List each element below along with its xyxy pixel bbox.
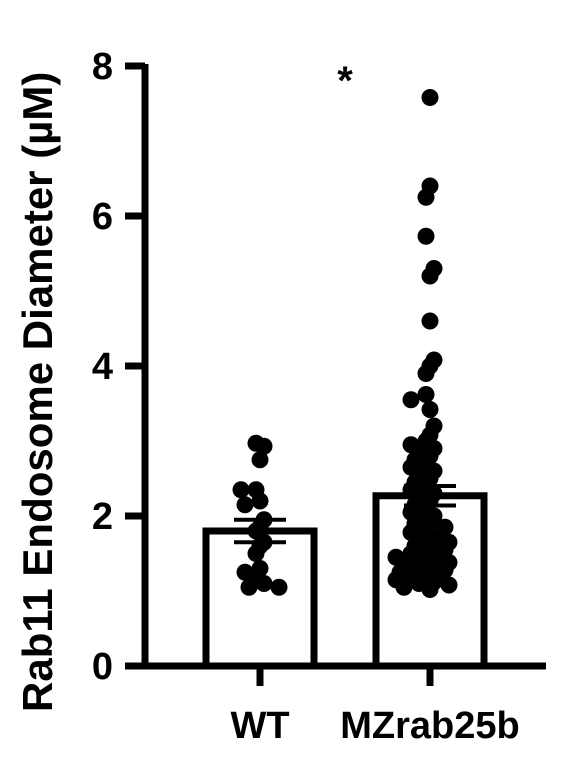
data-point <box>417 188 435 206</box>
y-tick-label: 8 <box>92 46 113 88</box>
data-point <box>270 578 288 596</box>
data-point <box>395 578 413 596</box>
x-category-label: MZrab25b <box>340 705 519 747</box>
data-point <box>402 391 420 409</box>
data-point <box>421 581 439 598</box>
data-point <box>251 451 269 469</box>
data-point <box>421 401 439 418</box>
data-point <box>421 89 439 106</box>
data-point <box>232 481 250 499</box>
data-point <box>236 496 254 514</box>
significance-annotation: * <box>337 59 353 103</box>
data-point <box>440 576 458 594</box>
data-point <box>417 227 435 245</box>
x-category-label: WT <box>230 705 289 747</box>
y-axis-label: Rab11 Endosome Diameter (µM) <box>14 72 61 712</box>
data-point <box>247 434 265 452</box>
y-tick-label: 0 <box>92 646 113 688</box>
data-point <box>417 365 435 382</box>
data-point <box>421 267 439 285</box>
data-point <box>247 545 265 562</box>
data-point <box>417 386 435 403</box>
error-bars <box>234 484 456 545</box>
y-tick-label: 2 <box>92 496 113 538</box>
y-tick-label: 4 <box>92 346 113 388</box>
data-point <box>421 312 439 330</box>
data-point <box>251 492 269 510</box>
labels: Rab11 Endosome Diameter (µM) * <box>14 59 353 712</box>
axes: 0 2 4 6 8 WT MZrab25b <box>92 46 546 747</box>
y-tick-label: 6 <box>92 196 113 238</box>
data-point <box>240 578 258 596</box>
data-point <box>255 575 273 592</box>
